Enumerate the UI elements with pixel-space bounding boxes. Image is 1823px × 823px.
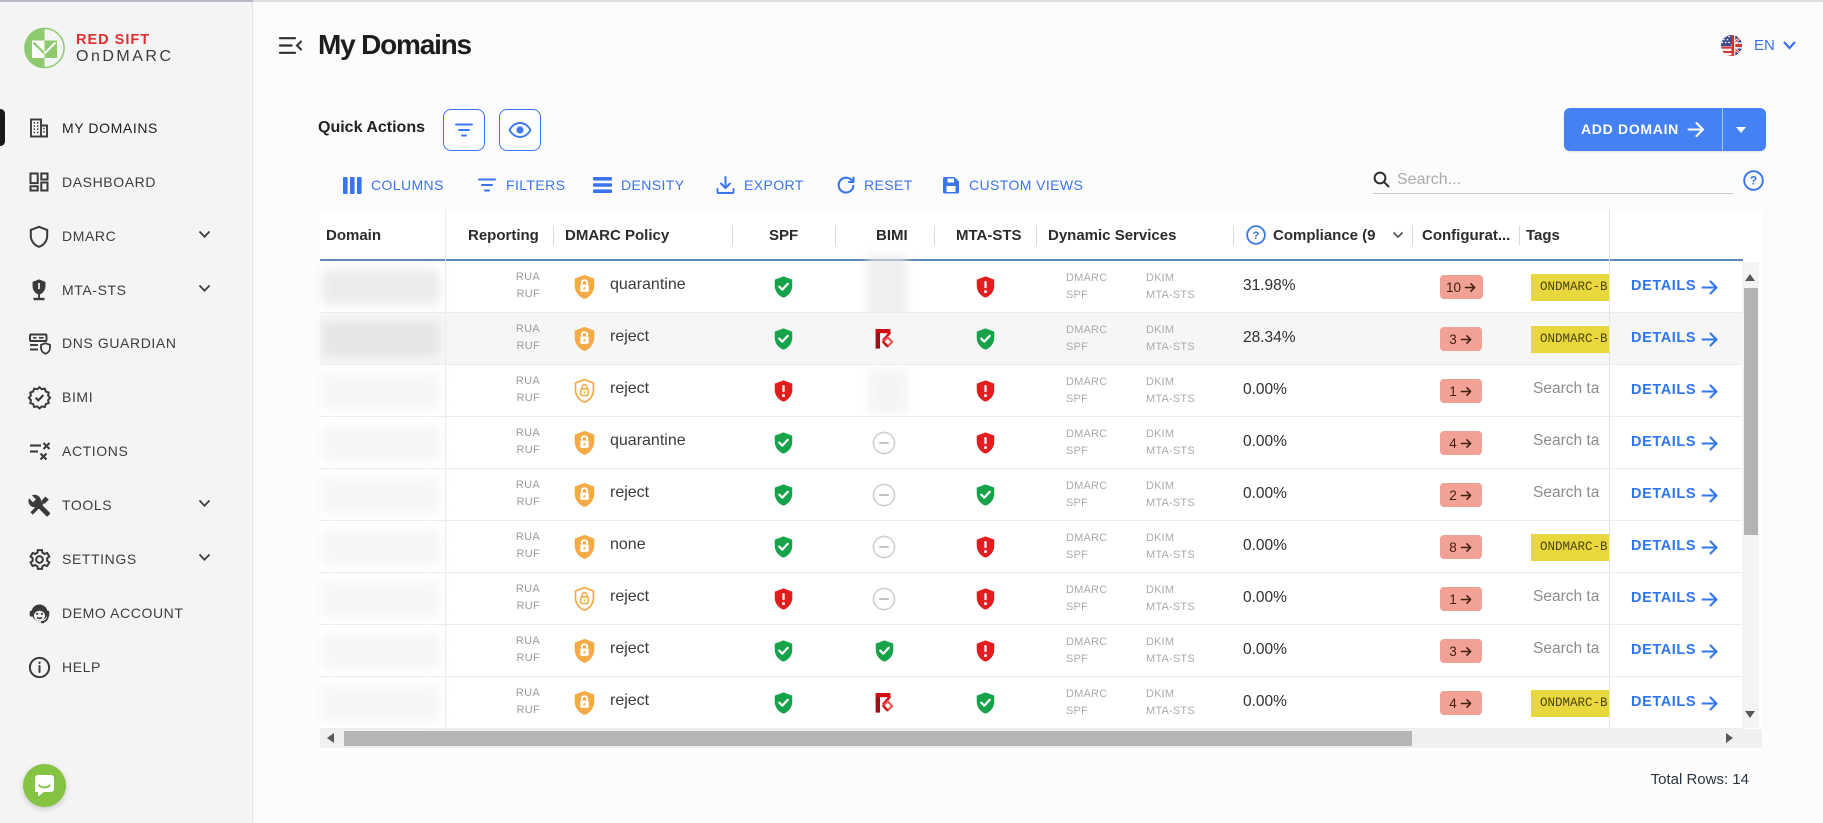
svg-text:?: ? [1253, 230, 1260, 242]
svg-text:?: ? [1750, 174, 1757, 188]
